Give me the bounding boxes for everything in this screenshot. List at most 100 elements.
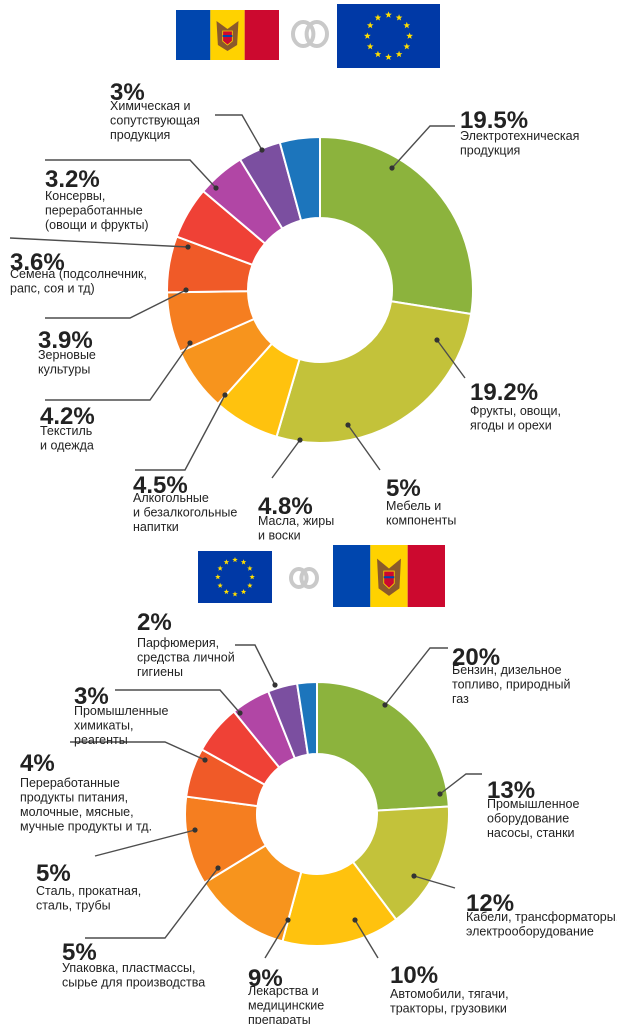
value-label: 10% [390, 962, 438, 989]
leader-line [235, 644, 276, 686]
category-label: продукты питания, [20, 791, 128, 805]
link-icon [291, 20, 330, 48]
leader-line [45, 289, 187, 319]
leader-line [9, 237, 189, 248]
category-label: медицинские [248, 999, 324, 1013]
category-label: Алкогольные [133, 491, 209, 505]
leader-dot [345, 422, 351, 428]
link-icon [289, 567, 319, 589]
value-label: 3% [74, 683, 109, 710]
category-label: сопутствующая [110, 114, 200, 128]
leader-line [264, 919, 289, 959]
leader-line [94, 829, 196, 857]
leader-line [413, 875, 456, 889]
leader-dot [213, 185, 219, 191]
leader-dot [272, 682, 278, 688]
category-label: реагенты [74, 733, 128, 747]
value-label: 20% [452, 644, 500, 671]
value-label: 5% [62, 939, 97, 966]
leader-line [354, 919, 379, 959]
category-label: ягоды и орехи [470, 419, 552, 433]
leader-line [271, 439, 301, 479]
donut-slice [319, 135, 474, 316]
leader-line [45, 342, 191, 401]
category-label: Кабели, трансформаторы, [466, 910, 617, 924]
category-label: продукция [460, 144, 520, 158]
moldova-flag [333, 545, 445, 607]
category-label: электрооборудование [466, 925, 594, 939]
donut-slice [316, 680, 450, 812]
category-label: сырье для производства [62, 976, 205, 990]
category-label: Текстиль [40, 424, 92, 438]
leader-line [85, 867, 219, 939]
donut-slice [295, 680, 318, 756]
donut-slices [166, 135, 474, 444]
category-label: мучные продукты и тд. [20, 820, 152, 834]
category-label: Лекарства и [248, 984, 319, 998]
leader-line [45, 159, 217, 189]
category-label: тракторы, грузовики [390, 1002, 507, 1016]
value-label: 5% [386, 475, 421, 502]
category-label: Сталь, прокатная, [36, 884, 141, 898]
value-label: 9% [248, 965, 283, 992]
leader-dot [411, 873, 417, 879]
flags-row [198, 545, 445, 607]
eu-flag [198, 551, 272, 603]
category-label: Электротехническая [460, 129, 579, 143]
category-label: сталь, трубы [36, 899, 111, 913]
donut-slices [184, 680, 450, 947]
value-label: 19.5% [460, 107, 528, 134]
category-label: Автомобили, тягачи, [390, 987, 509, 1001]
category-label: Парфюмерия, [137, 636, 219, 650]
category-label: Переработанные [20, 776, 120, 790]
eu-flag [337, 4, 440, 68]
leader-dot [382, 702, 388, 708]
category-label: (овощи и фрукты) [45, 218, 149, 232]
category-label: Фрукты, овощи, [470, 404, 561, 418]
category-label: молочные, мясные, [20, 805, 134, 819]
category-label: газ [452, 692, 469, 706]
category-label: продукция [110, 128, 170, 142]
value-label: 3% [110, 79, 145, 106]
category-label: и одежда [40, 439, 94, 453]
leader-dot [215, 865, 221, 871]
leader-dot [192, 827, 198, 833]
leader-dot [259, 147, 265, 153]
value-label: 3.9% [38, 327, 93, 354]
donut-chart-1: 19.5%Электротехническаяпродукция19.2%Фру… [9, 4, 579, 543]
value-label: 3.6% [10, 249, 65, 276]
category-label: Промышленные [74, 704, 169, 718]
category-label: химикаты, [74, 719, 133, 733]
moldova-flag [176, 10, 279, 60]
leader-line [70, 741, 206, 761]
category-label: Промышленное [487, 797, 579, 811]
value-label: 2% [137, 609, 172, 636]
leader-line [384, 647, 448, 706]
leader-line [439, 773, 482, 795]
leader-line [215, 114, 263, 151]
leader-line [436, 339, 466, 379]
category-label: Зерновые [38, 348, 96, 362]
category-label: и воски [258, 529, 301, 543]
category-label: напитки [133, 520, 179, 534]
value-label: 5% [36, 860, 71, 887]
category-label: оборудование [487, 812, 569, 826]
value-label: 3.2% [45, 166, 100, 193]
leader-dot [185, 244, 191, 250]
category-label: Масла, жиры [258, 514, 334, 528]
leader-dot [389, 165, 395, 171]
leader-dot [183, 287, 189, 293]
category-label: гигиены [137, 665, 183, 679]
leader-line [391, 125, 455, 169]
category-label: переработанные [45, 204, 143, 218]
value-label: 4.8% [258, 493, 313, 520]
leader-dot [202, 757, 208, 763]
category-label: Семена (подсолнечник, [10, 267, 147, 281]
value-label: 4.5% [133, 472, 188, 499]
category-label: Бензин, дизельное [452, 663, 562, 677]
value-label: 4% [20, 750, 55, 777]
category-label: топливо, природный [452, 678, 570, 692]
